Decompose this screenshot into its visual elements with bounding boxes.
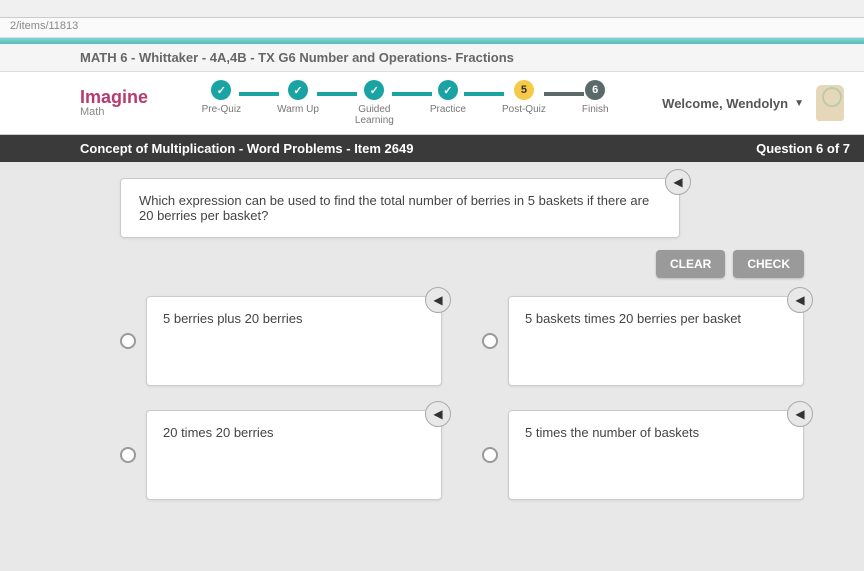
answer-radio[interactable] — [482, 333, 498, 349]
answer-card[interactable]: ◀ 5 berries plus 20 berries — [146, 296, 442, 386]
url-fragment: 2/items/11813 — [0, 18, 864, 38]
answer-text: 5 berries plus 20 berries — [163, 311, 302, 326]
answer-radio[interactable] — [482, 447, 498, 463]
browser-tab-bar — [0, 0, 864, 18]
step-pre-quiz[interactable]: Pre-Quiz — [202, 80, 241, 126]
answer-option: ◀ 20 times 20 berries — [120, 410, 442, 500]
audio-icon[interactable]: ◀ — [787, 401, 813, 427]
answer-option: ◀ 5 berries plus 20 berries — [120, 296, 442, 386]
logo-sub: Math — [80, 106, 148, 118]
course-title: MATH 6 - Whittaker - 4A,4B - TX G6 Numbe… — [0, 44, 864, 72]
question-counter: Question 6 of 7 — [756, 141, 850, 156]
answer-text: 5 baskets times 20 berries per basket — [525, 311, 741, 326]
logo-main: Imagine — [80, 88, 148, 106]
welcome-user[interactable]: Welcome, Wendolyn ▼ — [662, 85, 844, 121]
logo: Imagine Math — [80, 88, 148, 118]
action-row: CLEAR CHECK — [120, 250, 824, 278]
welcome-text: Welcome, Wendolyn — [662, 96, 788, 111]
progress-tracker: Pre-Quiz Warm Up GuidedLearning Practice… — [148, 80, 662, 126]
answer-card[interactable]: ◀ 20 times 20 berries — [146, 410, 442, 500]
avatar[interactable] — [816, 85, 844, 121]
dropdown-icon: ▼ — [794, 98, 804, 109]
question-card: ◀ Which expression can be used to find t… — [120, 178, 680, 238]
answer-radio[interactable] — [120, 333, 136, 349]
step-warm-up[interactable]: Warm Up — [277, 80, 319, 126]
answer-option: ◀ 5 baskets times 20 berries per basket — [482, 296, 804, 386]
lesson-bar: Concept of Multiplication - Word Problem… — [0, 135, 864, 162]
audio-icon[interactable]: ◀ — [425, 401, 451, 427]
answer-text: 20 times 20 berries — [163, 425, 274, 440]
clear-button[interactable]: CLEAR — [656, 250, 725, 278]
audio-icon[interactable]: ◀ — [787, 287, 813, 313]
lesson-title: Concept of Multiplication - Word Problem… — [80, 141, 413, 156]
step-post-quiz[interactable]: 5 Post-Quiz — [502, 80, 546, 126]
answer-card[interactable]: ◀ 5 times the number of baskets — [508, 410, 804, 500]
audio-icon[interactable]: ◀ — [425, 287, 451, 313]
answer-card[interactable]: ◀ 5 baskets times 20 berries per basket — [508, 296, 804, 386]
step-practice[interactable]: Practice — [430, 80, 466, 126]
step-finish[interactable]: 6 Finish — [582, 80, 609, 126]
answer-radio[interactable] — [120, 447, 136, 463]
answer-option: ◀ 5 times the number of baskets — [482, 410, 804, 500]
question-text: Which expression can be used to find the… — [139, 193, 649, 223]
answers-grid: ◀ 5 berries plus 20 berries ◀ 5 baskets … — [120, 296, 824, 500]
answer-text: 5 times the number of baskets — [525, 425, 699, 440]
check-button[interactable]: CHECK — [733, 250, 804, 278]
content-area: ◀ Which expression can be used to find t… — [0, 162, 864, 500]
header: Imagine Math Pre-Quiz Warm Up GuidedLear… — [0, 72, 864, 135]
step-guided-learning[interactable]: GuidedLearning — [355, 80, 394, 126]
audio-icon[interactable]: ◀ — [665, 169, 691, 195]
